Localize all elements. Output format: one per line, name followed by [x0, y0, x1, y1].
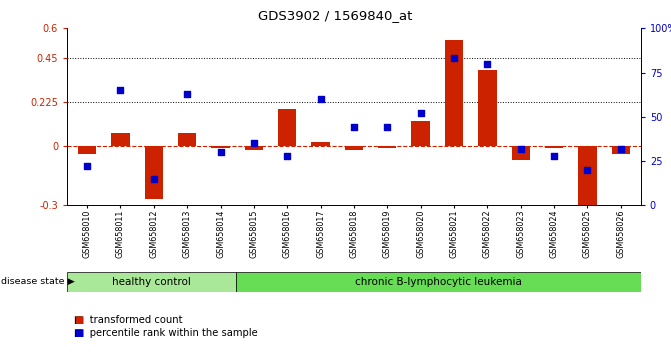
Bar [545, 146, 563, 148]
Text: GDS3902 / 1569840_at: GDS3902 / 1569840_at [258, 9, 413, 22]
Bar [578, 146, 597, 211]
Point [415, 110, 426, 116]
Bar [211, 146, 229, 148]
Bar [278, 109, 297, 146]
Text: ■  percentile rank within the sample: ■ percentile rank within the sample [74, 329, 258, 338]
Text: ■: ■ [74, 329, 83, 338]
Bar [445, 40, 463, 146]
Bar [145, 146, 163, 199]
Bar [236, 272, 641, 292]
Text: ■  transformed count: ■ transformed count [74, 315, 183, 325]
Point [582, 167, 592, 173]
Point [282, 153, 293, 159]
Bar [311, 142, 329, 146]
Bar [345, 146, 363, 150]
Point [115, 87, 126, 93]
Bar [378, 146, 397, 148]
Point [549, 153, 560, 159]
Point [382, 125, 393, 130]
Bar [67, 272, 236, 292]
Bar [612, 146, 630, 154]
Point [215, 149, 226, 155]
Point [148, 176, 159, 182]
Point [182, 91, 193, 97]
Point [349, 125, 360, 130]
Point [515, 146, 526, 152]
Point [82, 164, 93, 169]
Bar [111, 132, 130, 146]
Point [248, 141, 259, 146]
Point [449, 56, 460, 61]
Text: ■: ■ [74, 315, 83, 325]
Bar [411, 121, 430, 146]
Bar [478, 70, 497, 146]
Point [615, 146, 626, 152]
Point [482, 61, 493, 67]
Bar [511, 146, 530, 160]
Bar [178, 132, 197, 146]
Point [315, 96, 326, 102]
Text: healthy control: healthy control [112, 277, 191, 287]
Text: chronic B-lymphocytic leukemia: chronic B-lymphocytic leukemia [355, 277, 522, 287]
Text: disease state ▶: disease state ▶ [1, 277, 74, 286]
Bar [78, 146, 96, 154]
Bar [245, 146, 263, 150]
